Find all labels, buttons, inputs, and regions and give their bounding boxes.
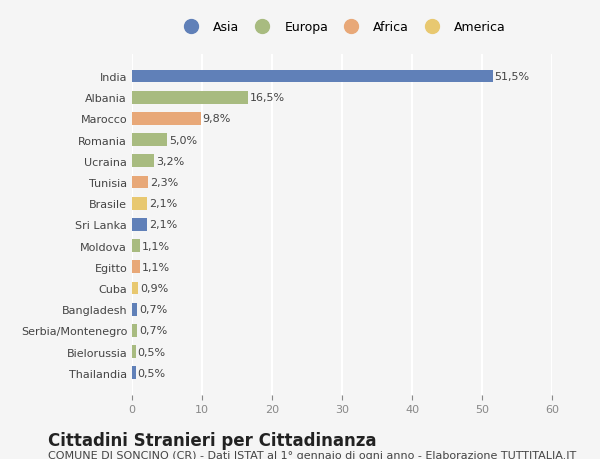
Text: Cittadini Stranieri per Cittadinanza: Cittadini Stranieri per Cittadinanza	[48, 431, 377, 449]
Text: 2,1%: 2,1%	[149, 199, 177, 209]
Text: 1,1%: 1,1%	[142, 241, 170, 251]
Bar	[132, 303, 137, 316]
Text: 3,2%: 3,2%	[157, 157, 185, 167]
Text: 51,5%: 51,5%	[494, 72, 530, 82]
Text: 0,7%: 0,7%	[139, 326, 167, 336]
Text: 2,3%: 2,3%	[150, 178, 178, 188]
Bar	[132, 176, 148, 189]
Text: 9,8%: 9,8%	[203, 114, 231, 124]
Text: 1,1%: 1,1%	[142, 262, 170, 272]
Bar	[132, 261, 140, 274]
Bar	[132, 155, 154, 168]
Bar	[132, 325, 137, 337]
Bar	[132, 92, 248, 104]
Text: 5,0%: 5,0%	[169, 135, 197, 146]
Text: 0,9%: 0,9%	[140, 283, 169, 293]
Bar	[132, 346, 136, 358]
Text: 0,5%: 0,5%	[137, 347, 166, 357]
Bar	[132, 197, 146, 210]
Text: COMUNE DI SONCINO (CR) - Dati ISTAT al 1° gennaio di ogni anno - Elaborazione TU: COMUNE DI SONCINO (CR) - Dati ISTAT al 1…	[48, 450, 576, 459]
Bar	[132, 367, 136, 379]
Text: 0,7%: 0,7%	[139, 304, 167, 314]
Bar	[132, 71, 493, 83]
Text: 16,5%: 16,5%	[250, 93, 285, 103]
Text: 2,1%: 2,1%	[149, 220, 177, 230]
Bar	[132, 113, 200, 125]
Text: 0,5%: 0,5%	[137, 368, 166, 378]
Bar	[132, 218, 146, 231]
Bar	[132, 282, 139, 295]
Bar	[132, 240, 140, 252]
Legend: Asia, Europa, Africa, America: Asia, Europa, Africa, America	[175, 17, 509, 38]
Bar	[132, 134, 167, 147]
